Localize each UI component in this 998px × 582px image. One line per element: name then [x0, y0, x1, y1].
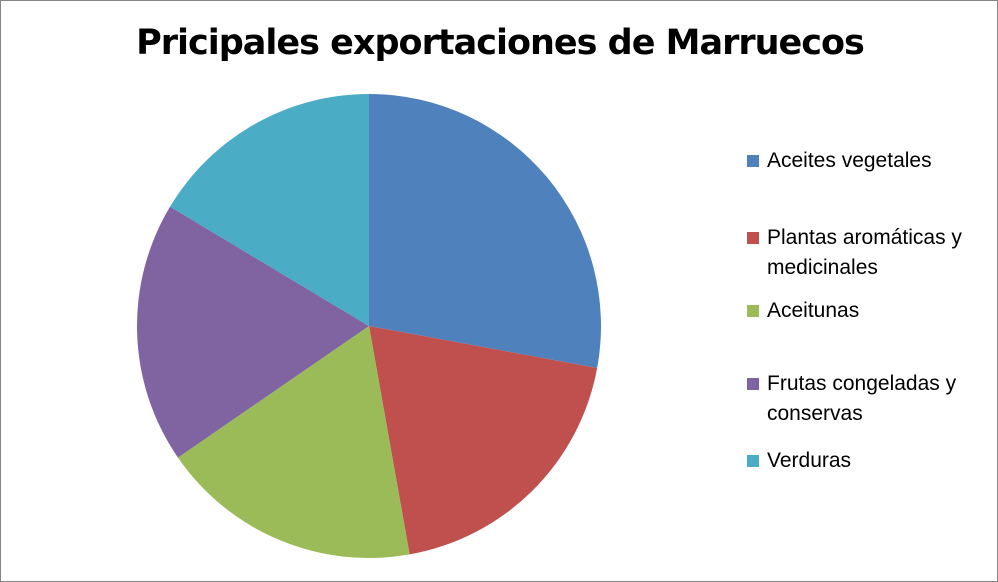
legend-item: Aceites vegetales	[747, 146, 987, 176]
legend-label: Aceites vegetales	[767, 149, 932, 172]
legend-label: Aceitunas	[767, 299, 860, 322]
legend-swatch	[747, 232, 759, 244]
legend-swatch	[747, 305, 759, 317]
pie-slice-3	[177, 326, 410, 559]
legend-swatch	[747, 155, 759, 167]
legend-item: Verduras	[747, 446, 987, 476]
legend-item: Aceitunas	[747, 296, 987, 326]
pie-slice-1	[369, 94, 601, 369]
legend-swatch	[747, 378, 759, 390]
chart-title: Pricipales exportaciones de Marruecos	[136, 23, 865, 63]
legend-label: Frutas congeladas y conservas	[767, 372, 957, 425]
legend-label: Verduras	[767, 449, 852, 472]
legend-item: Frutas congeladas y conservas	[747, 369, 987, 429]
legend-swatch	[747, 455, 759, 467]
pie-slice-4	[137, 206, 369, 458]
pie-slice-2	[369, 326, 598, 555]
pie-slice-5	[170, 94, 369, 326]
legend-label: Plantas aromáticas y medicinales	[767, 226, 962, 279]
legend-item: Plantas aromáticas y medicinales	[747, 223, 987, 283]
